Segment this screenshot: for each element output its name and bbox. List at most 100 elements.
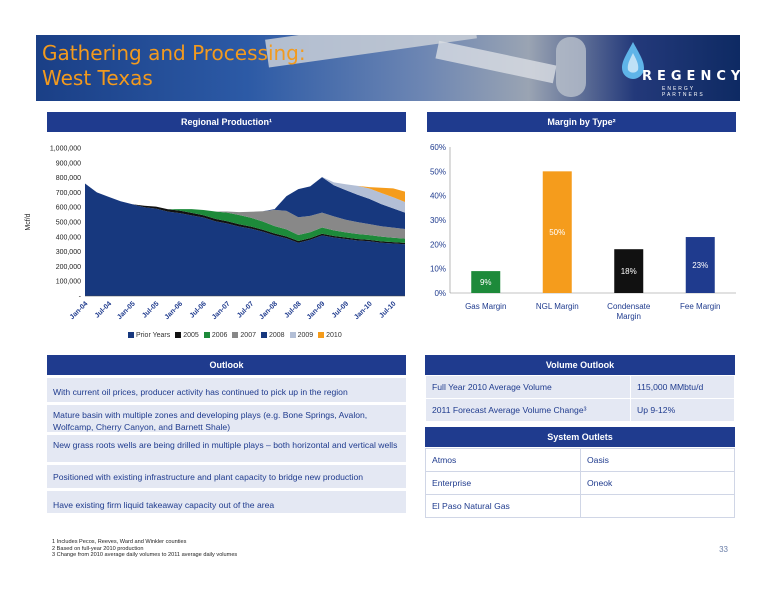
x-tick-label: Jul-06 — [189, 300, 208, 319]
y-tick-label: 700,000 — [56, 190, 81, 197]
legend-label: Prior Years — [136, 332, 171, 339]
footnote: 1 Includes Pecos, Reeves, Ward and Winkl… — [52, 539, 187, 545]
bar-value-label: 50% — [549, 228, 565, 237]
volume-outlook-header: Volume Outlook — [425, 355, 735, 375]
legend-swatch — [289, 332, 296, 339]
x-tick-label: Jan-05 — [116, 300, 137, 321]
legend-swatch — [175, 332, 182, 339]
system-outlets-table: Atmos Oasis Enterprise Oneok El Paso Nat… — [425, 448, 735, 518]
page-title: Gathering and Processing: West Texas — [42, 41, 306, 91]
x-tick-label: Jan-10 — [353, 300, 374, 321]
table-cell: El Paso Natural Gas — [425, 494, 581, 518]
margin-by-type-chart: 0% 10% 20% 30% 40% 50% 60% 9% Gas Margin 50% NGL M… — [430, 143, 736, 321]
category-label: NGL Margin — [536, 302, 579, 311]
table-row: Enterprise Oneok — [425, 471, 735, 495]
y-tick-label: 0% — [434, 289, 446, 298]
y-tick-label: 1,000,000 — [50, 146, 81, 153]
legend-label: 2008 — [268, 332, 285, 339]
outlook-item: New grass roots wells are being drilled … — [47, 435, 406, 465]
area-series-prior-years — [85, 183, 405, 296]
table-row: Full Year 2010 Average Volume 115,000 MM… — [425, 375, 735, 399]
x-tick-label: Jan-09 — [306, 300, 327, 321]
table-cell: 115,000 MMbtu/d — [630, 375, 735, 399]
category-label: Condensate — [607, 302, 651, 311]
y-tick-label: 60% — [430, 143, 446, 152]
x-tick-label: Jan-07 — [211, 300, 232, 321]
category-label: Gas Margin — [465, 302, 506, 311]
footnotes: 1 Includes Pecos, Reeves, Ward and Winkl… — [52, 539, 237, 559]
legend-swatch — [203, 332, 210, 339]
footnote: 3 Change from 2010 average daily volumes… — [52, 552, 238, 558]
chart-legend: Prior Years 2005 2006 2007 2008 2009 2010 — [128, 332, 342, 339]
legend-swatch — [318, 332, 325, 339]
valve-graphic — [556, 37, 586, 97]
x-tick-label: Jan-06 — [164, 300, 185, 321]
regency-logo: REGENCY ENERGY PARTNERS — [612, 39, 740, 98]
system-outlets-header: System Outlets — [425, 427, 735, 447]
outlook-item: Positioned with existing infrastructure … — [47, 465, 406, 491]
area-series-2007 — [85, 183, 405, 239]
table-cell — [580, 494, 735, 518]
table-row: 2011 Forecast Average Volume Change³ Up … — [425, 398, 735, 422]
legend-item: 2010 — [318, 332, 342, 339]
x-tick-label: Jan-04 — [69, 300, 90, 321]
area-series-2006 — [85, 183, 405, 243]
legend-label: 2006 — [211, 332, 228, 339]
pipe-graphic — [435, 40, 557, 84]
legend-label: 2007 — [240, 332, 256, 339]
x-tick-label: Jul-07 — [236, 300, 255, 319]
bar — [685, 237, 715, 293]
y-tick-label: 200,000 — [56, 264, 81, 271]
bar — [542, 171, 572, 293]
bar-value-label: 18% — [621, 267, 637, 276]
legend-item: 2006 — [203, 332, 228, 339]
page-number: 33 — [719, 545, 728, 554]
y-tick-label: 800,000 — [56, 175, 81, 182]
x-tick-label: Jul-08 — [283, 300, 302, 319]
y-axis-label: Mcf/d — [25, 213, 32, 230]
table-cell: Oneok — [580, 471, 735, 495]
bar — [471, 271, 501, 293]
bar-value-label: 9% — [480, 278, 492, 287]
table-row: Atmos Oasis — [425, 448, 735, 472]
y-tick-label: 900,000 — [56, 160, 81, 167]
title-line-2: West Texas — [42, 66, 153, 90]
y-tick-label: 50% — [430, 167, 446, 176]
legend-item: 2009 — [289, 332, 314, 339]
outlook-list: With current oil prices, producer activi… — [47, 378, 406, 516]
title-banner: Gathering and Processing: West Texas REG… — [36, 35, 740, 101]
y-tick-label: 400,000 — [56, 234, 81, 241]
table-cell: Up 9-12% — [630, 398, 735, 422]
table-cell: Full Year 2010 Average Volume — [425, 375, 631, 399]
legend-swatch — [232, 332, 239, 339]
legend-item: 2008 — [260, 332, 285, 339]
legend-label: 2005 — [183, 332, 199, 339]
flame-drop-icon — [622, 42, 644, 79]
area-series-2008 — [85, 177, 405, 229]
x-tick-label: Jul-09 — [331, 300, 350, 319]
x-tick-label: Jul-04 — [94, 300, 113, 319]
volume-outlook-table: Full Year 2010 Average Volume 115,000 MM… — [425, 375, 735, 422]
y-tick-label: 30% — [430, 216, 446, 225]
bar — [614, 249, 644, 293]
table-row: El Paso Natural Gas — [425, 494, 735, 518]
y-tick-label: 100,000 — [56, 279, 81, 286]
x-tick-label: Jan-08 — [258, 300, 279, 321]
footnote: 2 Based on full-year 2010 production — [52, 545, 144, 552]
legend-swatch — [128, 332, 134, 339]
regional-production-header: Regional Production¹ — [47, 112, 406, 132]
logo-wordmark: REGENCY — [642, 69, 740, 84]
legend-label: 2009 — [297, 332, 314, 339]
outlook-item: Have existing firm liquid takeaway capac… — [47, 491, 406, 516]
category-label: Margin — [617, 312, 641, 321]
bar-value-label: 23% — [692, 261, 708, 270]
y-tick-label: 500,000 — [56, 220, 81, 227]
outlook-header: Outlook — [47, 355, 406, 375]
logo-subtitle: ENERGY PARTNERS — [662, 86, 705, 98]
y-tick-label: 300,000 — [56, 249, 81, 256]
legend-label: 2010 — [326, 332, 342, 339]
margin-by-type-header: Margin by Type² — [427, 112, 736, 132]
y-tick-label: 20% — [430, 240, 446, 249]
outlook-item: Mature basin with multiple zones and dev… — [47, 405, 406, 435]
table-cell: 2011 Forecast Average Volume Change³ — [425, 398, 631, 422]
